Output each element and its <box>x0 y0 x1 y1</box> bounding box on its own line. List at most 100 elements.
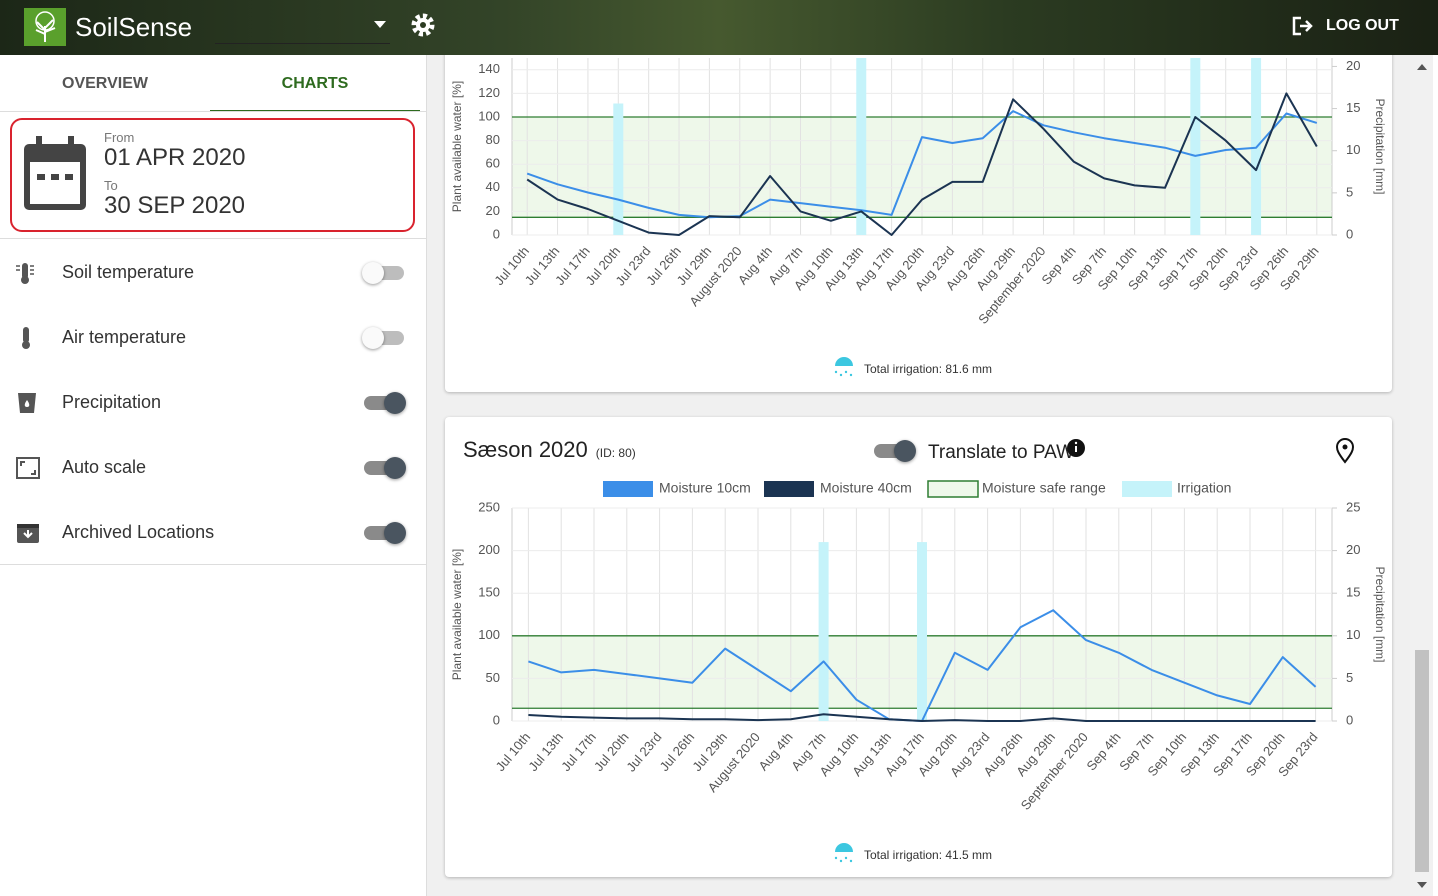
y2-tick-label: 15 <box>1346 100 1360 115</box>
switch-knob <box>384 457 406 479</box>
y-tick-label: 150 <box>478 585 500 600</box>
y-tick-label: 50 <box>486 670 500 685</box>
legend-swatch <box>1122 481 1172 497</box>
toggle-label: Soil temperature <box>62 262 195 282</box>
toggle-icon <box>18 393 36 413</box>
logo[interactable] <box>24 8 66 46</box>
x-tick-label: Jul 26th <box>657 729 698 774</box>
toggle-label: Precipitation <box>62 392 162 412</box>
toggle-switch[interactable] <box>362 391 406 415</box>
irrigation-bar <box>818 542 829 721</box>
irrigation-icon-drop <box>839 859 843 863</box>
y-tick-label: 0 <box>493 226 500 241</box>
moisture-line <box>528 713 1316 722</box>
scrollbar[interactable] <box>1410 55 1433 896</box>
y-tick-label: 20 <box>486 203 500 218</box>
brand: SoilSense <box>75 12 193 42</box>
y-tick-label: 120 <box>478 85 500 100</box>
y-tick-label: 60 <box>486 156 500 171</box>
divider <box>0 238 426 239</box>
x-tick-label: Jul 10th <box>493 729 534 774</box>
toggle-switch[interactable] <box>362 261 406 285</box>
info-icon-dot <box>1074 441 1078 445</box>
scroll-up[interactable] <box>1416 63 1428 71</box>
logout-button[interactable]: LOG OUT <box>1326 17 1399 34</box>
y2-tick-label: 20 <box>1346 542 1360 557</box>
toggle-label: Air temperature <box>62 327 187 347</box>
y2-tick-label: 0 <box>1346 226 1353 241</box>
app-header: SoilSense LOG OUT <box>0 0 1438 55</box>
to-date: 30 SEP 2020 <box>104 192 246 219</box>
irrigation-bar <box>917 542 927 721</box>
moisture-line <box>526 92 1318 236</box>
irrigation-icon-drop <box>849 859 853 863</box>
x-tick-label: Sep 4th <box>1083 729 1123 773</box>
y-tick-label: 140 <box>478 61 500 76</box>
y-axis-title: Plant available water [%] <box>450 81 464 212</box>
irrigation-icon-drop <box>839 373 843 377</box>
location-select[interactable] <box>215 43 390 44</box>
y-tick-label: 100 <box>478 627 500 642</box>
from-label: From <box>104 130 135 145</box>
dropdown-arrow[interactable] <box>373 20 387 30</box>
y-tick-label: 250 <box>478 499 500 514</box>
from-date: 01 APR 2020 <box>104 144 246 171</box>
y-tick-label: 200 <box>478 542 500 557</box>
sidebar: OVERVIEW CHARTS From 01 APR 2020 To 30 SE… <box>0 55 427 896</box>
legend-swatch <box>764 481 814 497</box>
switch-knob <box>362 327 384 349</box>
tab[interactable]: OVERVIEW <box>62 75 148 92</box>
y-tick-label: 80 <box>486 132 500 147</box>
y2-tick-label: 15 <box>1346 585 1360 600</box>
chart-subtitle: (ID: 80) <box>596 446 636 460</box>
x-tick-label: Aug 4th <box>755 729 795 773</box>
y2-tick-label: 5 <box>1346 184 1353 199</box>
toggle-icon <box>22 327 30 349</box>
irrigation-icon-drop <box>849 373 853 377</box>
legend-label: Irrigation <box>1177 480 1231 496</box>
y2-tick-label: 25 <box>1346 499 1360 514</box>
toggle-label: Auto scale <box>62 457 147 477</box>
switch-knob <box>384 522 406 544</box>
y2-tick-label: 20 <box>1346 58 1360 73</box>
toggle-switch[interactable] <box>362 326 406 350</box>
location-pin-dot <box>1342 444 1348 450</box>
irrigation-total: Total irrigation: 41.5 mm <box>864 848 992 862</box>
irrigation-icon-drop <box>844 856 848 860</box>
toggle-label: Archived Locations <box>62 522 215 542</box>
irrigation-bar <box>613 103 624 235</box>
x-tick-label: Jul 17th <box>558 729 599 774</box>
irrigation-bar <box>856 58 867 235</box>
toggle-switch[interactable] <box>362 456 406 480</box>
toggle-switch[interactable] <box>362 521 406 545</box>
irrigation-icon-drop <box>834 370 838 374</box>
y-tick-label: 40 <box>486 179 500 194</box>
legend-label: Moisture 40cm <box>820 480 912 496</box>
settings-icon[interactable] <box>410 12 436 38</box>
to-label: To <box>104 178 118 193</box>
scroll-down[interactable] <box>1416 881 1428 889</box>
switch-knob <box>384 392 406 414</box>
switch-label: Translate to PAW <box>928 442 1074 463</box>
y-tick-label: 100 <box>478 108 500 123</box>
moisture-line <box>526 110 1318 219</box>
toggle-icon <box>17 524 39 543</box>
divider <box>0 564 426 565</box>
toggle-icon <box>16 263 34 284</box>
y2-axis-title: Precipitation [mm] <box>1373 98 1387 194</box>
y2-axis-title: Precipitation [mm] <box>1373 566 1387 662</box>
scroll-thumb[interactable] <box>1415 650 1429 872</box>
irrigation-icon-drop <box>844 370 848 374</box>
logout-icon[interactable] <box>1292 16 1316 36</box>
x-tick-label: Jul 13th <box>525 729 566 774</box>
y-tick-label: 0 <box>493 712 500 727</box>
legend-swatch <box>603 481 653 497</box>
irrigation-icon <box>835 843 853 852</box>
toggle-switch[interactable] <box>872 439 916 463</box>
chart-title: Sæson 2020 <box>463 437 588 462</box>
date-range[interactable]: From 01 APR 2020 To 30 SEP 2020 <box>10 118 415 232</box>
legend-label: Moisture 10cm <box>659 480 751 496</box>
